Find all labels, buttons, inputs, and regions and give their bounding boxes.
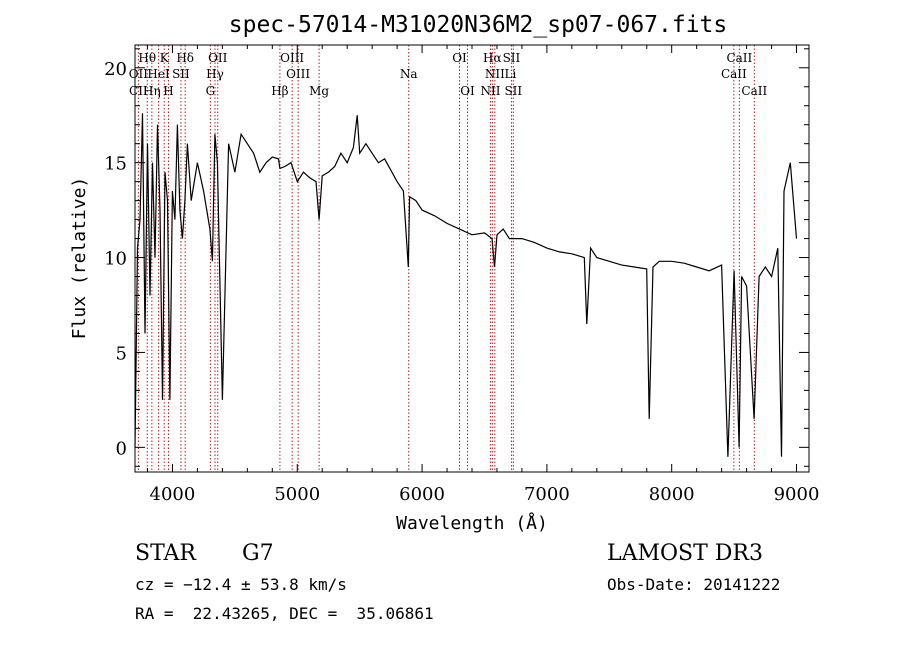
line-label-15: NII	[485, 67, 505, 81]
line-label-6: Hα	[483, 51, 502, 65]
line-label-23: Mg	[309, 84, 329, 98]
object-class: STAR	[135, 541, 197, 566]
line-label-27: CaII	[741, 84, 767, 98]
line-label-1: K	[160, 51, 170, 65]
line-label-25: NII	[480, 84, 500, 98]
y-axis-ticks: 0 5 10 15 20	[104, 48, 809, 467]
object-subclass: G7	[242, 541, 274, 566]
line-label-14: Na	[400, 67, 418, 81]
line-label-7: SII	[503, 51, 521, 65]
y-tick-label-0: 0	[116, 438, 127, 459]
obs-date: Obs-Date: 20141222	[607, 575, 780, 594]
line-label-22: Hβ	[271, 84, 288, 98]
x-tick-label-9000: 9000	[774, 484, 820, 505]
y-tick-label-15: 15	[104, 154, 127, 175]
line-label-24: OI	[460, 84, 475, 98]
chart-title: spec-57014-M31020N36M2_sp07-067.fits	[229, 12, 728, 38]
line-label-19: Hη	[143, 84, 161, 98]
survey-label: LAMOST DR3	[607, 541, 763, 566]
line-label-13: OIII	[286, 67, 310, 81]
spectrum-line	[134, 113, 798, 457]
line-label-8: CaII	[726, 51, 752, 65]
x-tick-label-8000: 8000	[649, 484, 695, 505]
emission-line-markers	[137, 45, 755, 472]
y-axis-label: Flux (relative)	[69, 177, 90, 340]
line-label-18: CII	[129, 84, 148, 98]
x-tick-label-6000: 6000	[399, 484, 445, 505]
coordinates: RA = 22.43265, DEC = 35.06861	[135, 604, 434, 623]
x-tick-label-4000: 4000	[150, 484, 196, 505]
redshift-cz: cz = −12.4 ± 53.8 km/s	[135, 575, 347, 594]
line-label-5: OI	[452, 51, 467, 65]
line-label-4: OIII	[280, 51, 304, 65]
y-tick-label-10: 10	[104, 249, 127, 270]
line-label-12: Hγ	[206, 67, 224, 81]
line-label-9: OII	[129, 67, 149, 81]
x-tick-label-7000: 7000	[524, 484, 570, 505]
x-tick-label-5000: 5000	[274, 484, 320, 505]
line-label-2: Hδ	[176, 51, 194, 65]
y-tick-label-5: 5	[116, 343, 127, 364]
line-label-17: CaII	[721, 67, 747, 81]
plot-frame	[134, 44, 810, 473]
y-tick-label-20: 20	[104, 59, 127, 80]
line-label-3: OII	[208, 51, 228, 65]
line-label-26: SII	[504, 84, 522, 98]
line-label-20: H	[163, 84, 173, 98]
line-label-21: G	[206, 84, 216, 98]
x-axis-label: Wavelength (Å)	[396, 512, 548, 534]
line-label-11: SII	[172, 67, 190, 81]
x-axis-ticks: 4000 5000 6000 7000 8000 9000	[146, 45, 820, 505]
line-label-10: HeI	[147, 67, 170, 81]
line-label-16: Li	[505, 67, 517, 81]
line-label-0: Hθ	[138, 51, 156, 65]
